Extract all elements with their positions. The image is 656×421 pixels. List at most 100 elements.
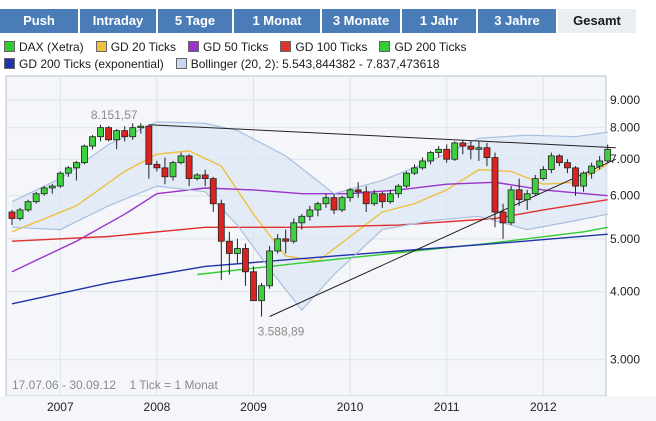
candle-body bbox=[427, 152, 435, 162]
y-tick-label: 9.000 bbox=[610, 93, 640, 107]
legend-label: GD 200 Ticks bbox=[394, 39, 467, 54]
candle-body bbox=[531, 178, 539, 195]
y-tick-label: 5.000 bbox=[610, 232, 640, 246]
candle-body bbox=[564, 162, 571, 169]
candle-body bbox=[64, 167, 72, 174]
legend-row-2: GD 200 Ticks (exponential) Bollinger (20,… bbox=[4, 55, 654, 72]
candle-body bbox=[588, 165, 595, 174]
candle-body bbox=[322, 197, 330, 205]
legend-swatch bbox=[379, 41, 391, 52]
candle-body bbox=[443, 148, 451, 160]
legend-item[interactable]: DAX (Xetra) bbox=[4, 40, 84, 54]
candle-body bbox=[298, 215, 306, 224]
candle-body bbox=[225, 240, 233, 254]
series-line-gd-100-ticks bbox=[11, 199, 608, 242]
tab-1-monat[interactable]: 1 Monat bbox=[234, 9, 322, 33]
legend-swatch bbox=[280, 41, 292, 52]
legend-item[interactable]: GD 20 Ticks bbox=[95, 39, 177, 54]
candle-body bbox=[81, 145, 88, 164]
candle-body bbox=[539, 169, 547, 179]
candle-body bbox=[314, 203, 322, 211]
candle-body bbox=[24, 201, 32, 211]
candle-body bbox=[451, 142, 459, 160]
candle-body bbox=[217, 203, 225, 242]
y-tick-label: 4.000 bbox=[610, 285, 640, 299]
candle-body bbox=[491, 157, 499, 213]
candle-body bbox=[386, 193, 394, 203]
legend-label: GD 200 Ticks (exponential) bbox=[19, 56, 164, 71]
candle-body bbox=[580, 172, 587, 187]
candle-body bbox=[16, 209, 24, 219]
candle-body bbox=[201, 174, 209, 179]
candle-body bbox=[40, 187, 48, 195]
candle-body bbox=[32, 193, 40, 203]
candle-body bbox=[89, 136, 96, 147]
candle-body bbox=[121, 130, 129, 138]
candle-body bbox=[523, 193, 531, 201]
candle-body bbox=[378, 193, 386, 203]
y-tick-label: 7.000 bbox=[610, 152, 640, 166]
x-tick-label: 2011 bbox=[434, 400, 460, 414]
tab-3-jahre[interactable]: 3 Jahre bbox=[478, 9, 558, 33]
candle-body bbox=[556, 155, 563, 164]
candle-body bbox=[250, 271, 257, 302]
candle-body bbox=[105, 127, 112, 141]
candle-body bbox=[290, 222, 298, 242]
candle-body bbox=[306, 209, 314, 217]
candle-body bbox=[411, 167, 418, 174]
candle-body bbox=[193, 174, 201, 179]
legend-label: GD 20 Ticks bbox=[110, 39, 177, 54]
candle-body bbox=[547, 155, 555, 171]
candle-body bbox=[403, 172, 410, 187]
tab-push[interactable]: Push bbox=[0, 9, 80, 33]
legend-swatch bbox=[4, 41, 15, 52]
candle-body bbox=[459, 142, 467, 147]
candle-body bbox=[129, 127, 137, 138]
x-axis-band bbox=[0, 396, 656, 421]
candle-body bbox=[419, 160, 426, 169]
tab-5-tage[interactable]: 5 Tage bbox=[158, 9, 234, 33]
legend-item[interactable]: GD 200 Ticks (exponential) bbox=[4, 57, 164, 71]
y-tick-label: 8.000 bbox=[610, 121, 640, 135]
candle-body bbox=[604, 148, 612, 162]
candle-body bbox=[113, 130, 121, 141]
candle-body bbox=[153, 163, 161, 169]
tab-1-jahr[interactable]: 1 Jahr bbox=[402, 9, 478, 33]
chart-footer: 17.07.06 - 30.09.12 1 Tick = 1 Monat bbox=[12, 378, 228, 392]
tab-gesamt[interactable]: Gesamt bbox=[558, 9, 636, 33]
candle-body bbox=[362, 191, 370, 205]
series-line-gd-200-ticks-exponential- bbox=[11, 233, 608, 305]
candle-body bbox=[330, 197, 338, 211]
legend-item[interactable]: Bollinger (20, 2): 5.543,844382 - 7.837,… bbox=[175, 56, 440, 71]
series-line-bollinger-lower bbox=[11, 185, 608, 312]
date-range-text: 17.07.06 - 30.09.12 bbox=[12, 378, 117, 392]
candle-body bbox=[394, 185, 402, 195]
candle-body bbox=[475, 147, 483, 150]
legend-item[interactable]: GD 200 Ticks bbox=[379, 40, 466, 54]
candle-body bbox=[8, 211, 16, 219]
series-line-trend-line-upper bbox=[148, 124, 616, 149]
candle-body bbox=[266, 250, 274, 287]
price-annotation: 8.151,57 bbox=[91, 108, 138, 122]
candle-body bbox=[185, 155, 193, 179]
tick-info-text: 1 Tick = 1 Monat bbox=[129, 378, 218, 392]
legend-item[interactable]: GD 50 Ticks bbox=[188, 40, 268, 54]
candle-body bbox=[242, 248, 249, 273]
legend-swatch bbox=[188, 41, 200, 52]
y-tick-label: 6.000 bbox=[610, 189, 640, 203]
candle-body bbox=[137, 125, 145, 129]
candle-body bbox=[282, 238, 290, 242]
legend-label: GD 100 Ticks bbox=[295, 39, 368, 54]
tab-3-monate[interactable]: 3 Monate bbox=[322, 9, 402, 33]
legend-label: Bollinger (20, 2): 5.543,844382 - 7.837,… bbox=[190, 56, 440, 71]
legend-item[interactable]: GD 100 Ticks bbox=[280, 40, 367, 54]
period-tabs: Push Intraday 5 Tage 1 Monat 3 Monate 1 Jahr 3… bbox=[0, 9, 656, 33]
candle-body bbox=[258, 285, 265, 302]
x-tick-label: 2009 bbox=[240, 400, 267, 414]
legend-swatch bbox=[4, 58, 15, 69]
chart-legend: DAX (Xetra) GD 20 Ticks GD 50 Ticks GD 100 … bbox=[4, 38, 654, 72]
x-tick-label: 2010 bbox=[337, 400, 364, 414]
candle-body bbox=[435, 148, 443, 153]
tab-intraday[interactable]: Intraday bbox=[80, 9, 158, 33]
